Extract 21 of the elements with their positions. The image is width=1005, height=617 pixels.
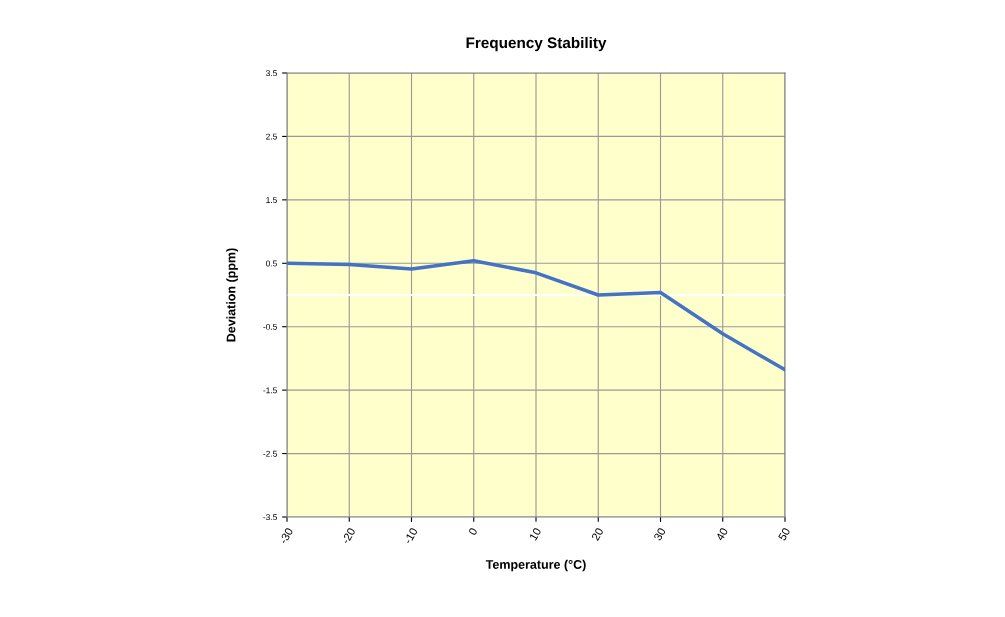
x-tick-label: 40 [715, 527, 729, 542]
y-tick-label: 3.5 [266, 70, 277, 77]
x-tick-label: 10 [529, 527, 542, 541]
x-tick-label: -20 [341, 527, 356, 545]
y-tick-label: 1.5 [266, 197, 277, 203]
y-tick-label: 2.5 [266, 133, 277, 140]
x-axis-title: Temperature (°C) [485, 559, 586, 572]
y-tick-label: -1.5 [263, 387, 277, 394]
line-series [287, 259, 785, 372]
y-tick-label: -3.5 [263, 514, 277, 521]
y-tick-label: -0.5 [263, 323, 277, 330]
x-tick-label: 20 [591, 527, 604, 542]
y-tick-label: -2.5 [263, 450, 277, 457]
y-axis-title: Deviation (ppm) [226, 248, 238, 342]
chart-title: Frequency Stability [466, 36, 607, 52]
x-tick-label: 0 [468, 527, 478, 536]
x-tick-label: 30 [653, 527, 666, 542]
x-tick-label: -10 [403, 527, 418, 545]
x-tick-label: 50 [777, 527, 791, 542]
y-tick-label: 0.5 [266, 260, 277, 267]
x-tick-label: -30 [279, 527, 294, 545]
